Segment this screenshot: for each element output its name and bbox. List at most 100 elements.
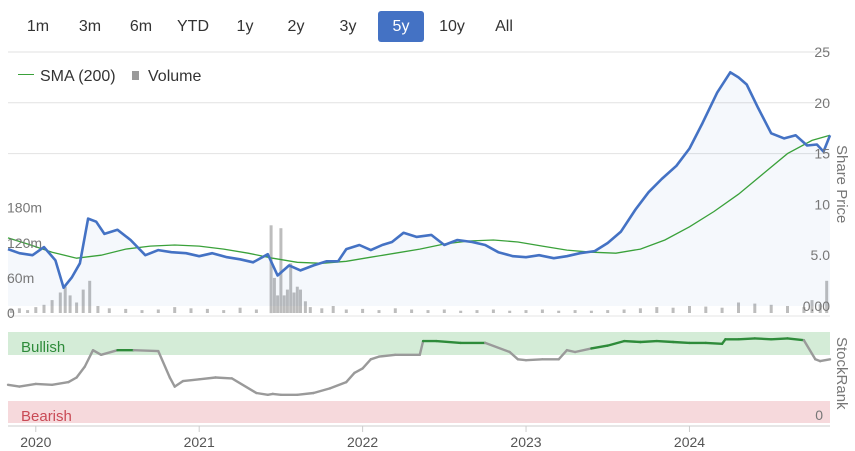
stockrank-zero-tick: 0 [815, 407, 823, 423]
volume-bar [96, 306, 100, 313]
price-tick-label: 5.0 [811, 247, 831, 263]
stockrank-segment-bullish [770, 337, 789, 341]
volume-bar [475, 310, 479, 313]
stockrank-segment [168, 376, 176, 388]
stockrank-segment [91, 349, 103, 356]
volume-bar [655, 307, 659, 313]
stockrank-segment-bullish [786, 337, 806, 342]
range-button-all[interactable]: All [495, 18, 513, 35]
stockrank-segment [132, 349, 160, 353]
volume-tick-label: 180m [7, 200, 42, 216]
volume-axis: 180m 120m 60m 0 [7, 200, 42, 321]
stockrank-segment [197, 376, 217, 381]
volume-bar [459, 310, 463, 313]
volume-bar [638, 308, 642, 313]
volume-tick-label: 60m [7, 270, 34, 286]
stockrank-segment [377, 353, 397, 358]
volume-bar [524, 310, 528, 313]
price-grid [8, 51, 830, 317]
x-tick-label: 2024 [674, 434, 705, 450]
stockrank-segment [802, 339, 817, 361]
stockrank-segment [819, 358, 832, 363]
stockrank-segment [271, 392, 283, 396]
range-selector: 1m 3m 6m YTD 1y 2y 3y 5y 10y All [0, 0, 855, 50]
x-tick-label: 2021 [184, 434, 215, 450]
range-button-2y[interactable]: 2y [287, 18, 305, 35]
volume-bar [589, 310, 593, 313]
x-tick-label: 2020 [20, 434, 51, 450]
volume-tick-label: 120m [7, 235, 42, 251]
volume-bar [222, 310, 226, 313]
stockrank-segment [312, 387, 332, 395]
range-button-3m[interactable]: 3m [78, 18, 102, 35]
time-axis: 2020 2021 2022 2023 2024 [8, 425, 830, 450]
volume-bar [289, 263, 293, 313]
bearish-band-label: Bearish [21, 408, 72, 425]
stockrank-segment [18, 382, 37, 388]
price-tick-label: 20 [814, 95, 830, 111]
volume-bar [285, 289, 289, 313]
volume-bar [292, 292, 296, 313]
volume-bar [269, 225, 273, 314]
bullish-band [8, 332, 830, 355]
volume-bar [442, 309, 446, 313]
range-button-3y[interactable]: 3y [339, 18, 357, 35]
volume-bar [81, 289, 85, 313]
legend-sma-label: SMA (200) [40, 68, 116, 85]
range-button-5y[interactable]: 5y [378, 11, 424, 42]
stockrank-segment-bullish [655, 339, 675, 344]
volume-bar [9, 309, 13, 313]
volume-bar [377, 310, 381, 313]
range-button-1y[interactable]: 1y [236, 18, 254, 35]
volume-bar [156, 309, 160, 313]
volume-bar [50, 300, 54, 313]
price-line [7, 71, 832, 289]
volume-bar [42, 304, 46, 313]
stockrank-segment [181, 378, 201, 383]
price-tick-label: 15 [814, 146, 830, 162]
stockrank-segment [573, 347, 593, 354]
volume-bar [671, 307, 675, 313]
volume-bar [124, 308, 128, 313]
stockrank-segment-bullish [435, 339, 462, 345]
legend-volume-label: Volume [148, 68, 202, 85]
volume-bar [810, 300, 814, 313]
x-tick-label: 2022 [347, 434, 378, 450]
stockrank-segment [484, 341, 511, 354]
price-area-fill [8, 72, 830, 306]
volume-bar [769, 304, 773, 313]
range-button-10y[interactable]: 10y [439, 18, 465, 35]
stockrank-segment [565, 349, 577, 354]
stockrank-segment [508, 350, 520, 361]
stockrank-segment [345, 371, 356, 384]
price-tick-label: 25 [814, 44, 830, 60]
range-button-1m[interactable]: 1m [26, 18, 50, 35]
stockrank-segment [173, 379, 185, 388]
volume-bar [75, 302, 79, 313]
volume-bar [320, 308, 324, 313]
volume-bar [622, 309, 626, 313]
stockrank-segment-bullish [671, 340, 691, 345]
stockrank-segment [516, 358, 528, 362]
stockrank-segment [67, 376, 78, 384]
price-axis: 25 20 15 10 5.0 0.00 [803, 44, 830, 314]
range-button-6m[interactable]: 6m [129, 18, 153, 35]
range-button-ytd[interactable]: YTD [177, 18, 209, 35]
volume-tick-label: 0 [7, 305, 15, 321]
legend-volume[interactable]: Volume [132, 68, 201, 86]
volume-bars [9, 225, 829, 314]
volume-bar [58, 292, 62, 313]
volume-bar [295, 286, 299, 313]
volume-bar [282, 295, 286, 313]
volume-bar [802, 307, 806, 313]
volume-bar [825, 280, 829, 313]
stockrank-lines [6, 337, 832, 396]
volume-bar [63, 286, 67, 313]
volume-bar [786, 306, 789, 313]
stockrank-bands: Bullish Bearish [8, 332, 830, 425]
stockrank-segment [418, 339, 425, 356]
price-tick-label: 0.00 [803, 298, 830, 314]
volume-bar [704, 306, 708, 313]
stockrank-segment-bullish [704, 341, 724, 345]
legend-sma[interactable]: SMA (200) [18, 68, 116, 86]
